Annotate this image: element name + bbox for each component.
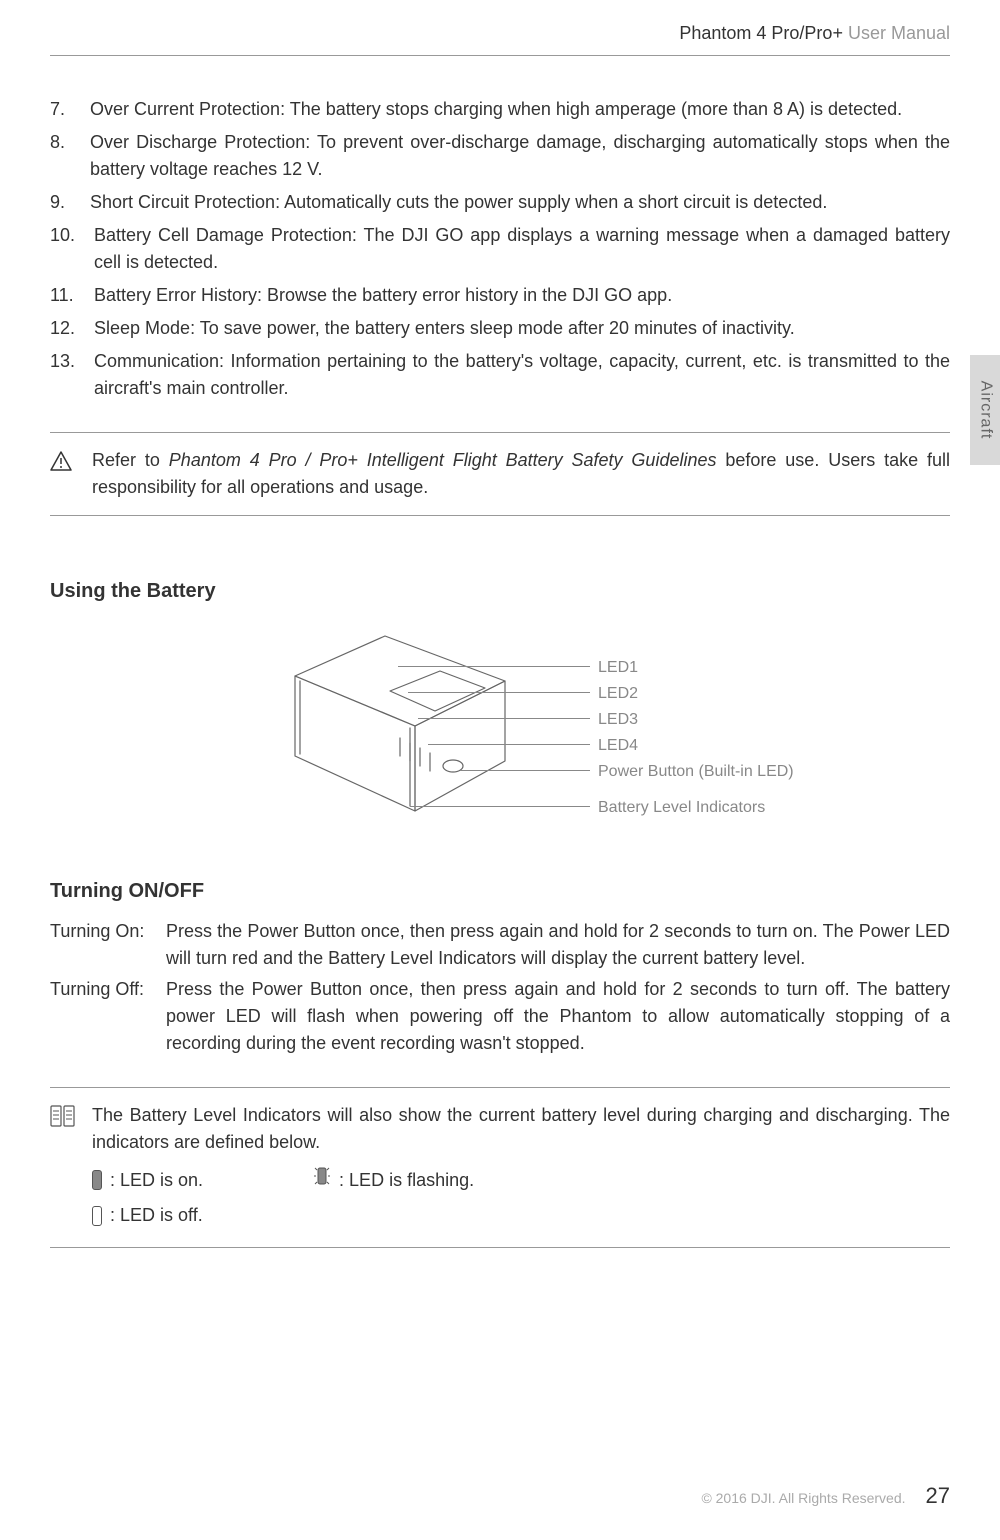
list-text: Battery Error History: Browse the batter…	[94, 282, 950, 309]
side-tab-aircraft: Aircraft	[970, 355, 1000, 465]
section-turning-onoff: Turning ON/OFF	[50, 876, 950, 906]
header-suffix: User Manual	[843, 23, 950, 43]
list-text: Battery Cell Damage Protection: The DJI …	[94, 222, 950, 276]
turning-on-label: Turning On:	[50, 918, 166, 972]
page-header: Phantom 4 Pro/Pro+ User Manual	[50, 20, 950, 56]
label-indicators: Battery Level Indicators	[598, 796, 765, 820]
list-num: 11.	[50, 282, 94, 309]
list-text: Over Discharge Protection: To prevent ov…	[90, 129, 950, 183]
battery-illustration	[265, 626, 525, 836]
led-off-icon	[92, 1206, 102, 1226]
led-on-icon	[92, 1170, 102, 1190]
label-power: Power Button (Built-in LED)	[598, 760, 794, 784]
section-using-battery: Using the Battery	[50, 576, 950, 606]
list-num: 7.	[50, 96, 90, 123]
list-item: 13.Communication: Information pertaining…	[50, 348, 950, 402]
list-num: 13.	[50, 348, 94, 402]
list-item: 10.Battery Cell Damage Protection: The D…	[50, 222, 950, 276]
note-body: The Battery Level Indicators will also s…	[92, 1102, 950, 1229]
battery-diagram: LED1 LED2 LED3 LED4 Power Button (Built-…	[50, 626, 950, 846]
label-led3: LED3	[598, 708, 638, 732]
list-text: Over Current Protection: The battery sto…	[90, 96, 950, 123]
side-tab-label: Aircraft	[973, 381, 997, 440]
page-number: 27	[926, 1479, 950, 1512]
header-title: Phantom 4 Pro/Pro+ User Manual	[679, 20, 950, 47]
warning-italic: Phantom 4 Pro / Pro+ Intelligent Flight …	[169, 450, 717, 470]
list-num: 12.	[50, 315, 94, 342]
header-product: Phantom 4 Pro/Pro+	[679, 23, 843, 43]
note-icon	[50, 1102, 78, 1229]
warning-callout: Refer to Phantom 4 Pro / Pro+ Intelligen…	[50, 432, 950, 516]
turning-off-block: Turning Off: Press the Power Button once…	[50, 976, 950, 1057]
warning-pre: Refer to	[92, 450, 169, 470]
list-num: 10.	[50, 222, 94, 276]
list-text: Short Circuit Protection: Automatically …	[90, 189, 950, 216]
note-callout: The Battery Level Indicators will also s…	[50, 1087, 950, 1248]
label-led4: LED4	[598, 734, 638, 758]
list-text: Communication: Information pertaining to…	[94, 348, 950, 402]
copyright-text: © 2016 DJI. All Rights Reserved.	[701, 1488, 905, 1509]
warning-text: Refer to Phantom 4 Pro / Pro+ Intelligen…	[92, 447, 950, 501]
led-on-text: : LED is on.	[110, 1167, 203, 1194]
turning-on-block: Turning On: Press the Power Button once,…	[50, 918, 950, 972]
warning-icon	[50, 447, 74, 501]
list-num: 9.	[50, 189, 90, 216]
list-text: Sleep Mode: To save power, the battery e…	[94, 315, 950, 342]
led-on-legend: : LED is on.	[92, 1164, 203, 1196]
list-item: 12.Sleep Mode: To save power, the batter…	[50, 315, 950, 342]
led-off-text: : LED is off.	[110, 1202, 203, 1229]
led-flash-text: : LED is flashing.	[339, 1167, 474, 1194]
turning-on-text: Press the Power Button once, then press …	[166, 918, 950, 972]
list-num: 8.	[50, 129, 90, 183]
list-item: 11.Battery Error History: Browse the bat…	[50, 282, 950, 309]
turning-off-text: Press the Power Button once, then press …	[166, 976, 950, 1057]
led-off-legend: : LED is off.	[92, 1202, 950, 1229]
led-flash-icon	[313, 1164, 331, 1196]
turning-off-label: Turning Off:	[50, 976, 166, 1057]
list-item: 7.Over Current Protection: The battery s…	[50, 96, 950, 123]
label-led2: LED2	[598, 682, 638, 706]
page-footer: © 2016 DJI. All Rights Reserved. 27	[701, 1479, 950, 1512]
note-intro: The Battery Level Indicators will also s…	[92, 1102, 950, 1156]
feature-list: 7.Over Current Protection: The battery s…	[50, 96, 950, 402]
list-item: 9.Short Circuit Protection: Automaticall…	[50, 189, 950, 216]
label-led1: LED1	[598, 656, 638, 680]
led-flash-legend: : LED is flashing.	[313, 1164, 474, 1196]
list-item: 8.Over Discharge Protection: To prevent …	[50, 129, 950, 183]
